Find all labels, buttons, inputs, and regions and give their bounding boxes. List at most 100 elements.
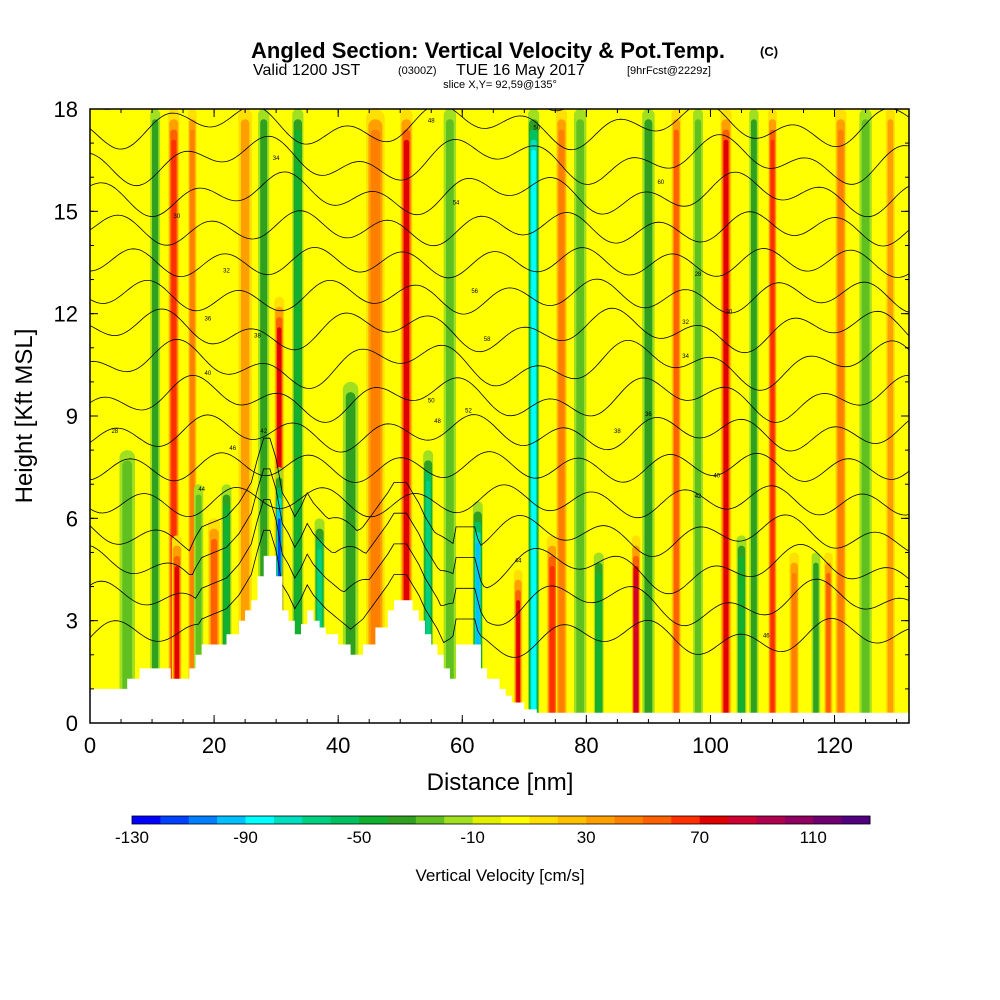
colorbar-segment bbox=[472, 816, 502, 824]
colorbar-tick-label: -90 bbox=[233, 828, 258, 847]
isentrope bbox=[90, 529, 909, 658]
y-tick-label: 9 bbox=[66, 404, 78, 429]
isentrope bbox=[90, 278, 909, 315]
velocity-band-layer bbox=[738, 555, 744, 723]
velocity-band bbox=[768, 109, 777, 723]
x-tick-label: 100 bbox=[692, 733, 729, 758]
velocity-band bbox=[736, 535, 747, 723]
velocity-band-layer bbox=[596, 572, 602, 723]
contour-label: 36 bbox=[645, 412, 652, 418]
subtitle-date: TUE 16 May 2017 bbox=[456, 62, 585, 79]
contour-label: 30 bbox=[726, 310, 733, 316]
colorbar-segment bbox=[614, 816, 644, 824]
x-axis-label: Distance [nm] bbox=[427, 769, 574, 796]
contour-label: 54 bbox=[453, 201, 460, 207]
contour-label: 36 bbox=[205, 316, 212, 322]
x-tick-label: 0 bbox=[84, 733, 96, 758]
velocity-band-layer bbox=[122, 460, 133, 723]
velocity-band bbox=[642, 109, 655, 723]
velocity-band bbox=[885, 109, 896, 723]
contour-label: 30 bbox=[174, 214, 181, 220]
contour-label: 46 bbox=[229, 446, 236, 452]
velocity-band-layer bbox=[887, 119, 894, 723]
contour-label: 40 bbox=[205, 371, 212, 377]
isentrope bbox=[90, 109, 909, 151]
velocity-band bbox=[513, 569, 523, 723]
isentrope bbox=[90, 0, 909, 11]
velocity-band-layer bbox=[549, 566, 555, 723]
colorbar-segment bbox=[557, 816, 587, 824]
colorbar: -130 -90 -50 -10 30 70 110 bbox=[115, 815, 871, 847]
velocity-band bbox=[835, 109, 847, 723]
velocity-band-layer bbox=[791, 572, 797, 723]
contour-label: 44 bbox=[515, 559, 522, 565]
velocity-band bbox=[593, 552, 604, 723]
contour-label: 34 bbox=[682, 354, 689, 360]
y-axis-label: Height [Kft MSL] bbox=[11, 329, 38, 504]
y-tick-label: 12 bbox=[54, 302, 78, 327]
velocity-band-layer bbox=[240, 119, 250, 723]
colorbar-segment bbox=[273, 816, 303, 824]
contour-label: 52 bbox=[465, 409, 472, 415]
velocity-band-layer bbox=[531, 149, 536, 723]
colorbar-segment bbox=[387, 816, 417, 824]
velocity-band bbox=[573, 109, 587, 723]
contour-label: 50 bbox=[533, 125, 540, 131]
velocity-band bbox=[811, 552, 821, 723]
isentrope-lines bbox=[90, 0, 909, 658]
velocity-band bbox=[720, 109, 732, 723]
velocity-band-layer bbox=[345, 392, 356, 723]
contour-label: 28 bbox=[695, 272, 702, 278]
contour-label: 42 bbox=[695, 494, 702, 500]
contour-label: 58 bbox=[484, 337, 491, 343]
contour-label: 56 bbox=[471, 289, 478, 295]
velocity-band bbox=[859, 109, 872, 723]
velocity-band-layer bbox=[770, 139, 775, 723]
contour-label: 28 bbox=[111, 429, 118, 435]
x-tick-label: 80 bbox=[574, 733, 598, 758]
velocity-band bbox=[789, 552, 800, 723]
velocity-band-layer bbox=[558, 129, 565, 723]
contour-label: 38 bbox=[254, 334, 261, 340]
velocity-band bbox=[749, 109, 759, 723]
contour-label: 40 bbox=[713, 473, 720, 479]
contour-label: 34 bbox=[273, 156, 280, 162]
isentrope bbox=[90, 307, 909, 354]
y-tick-label: 6 bbox=[66, 506, 78, 531]
colorbar-segment bbox=[529, 816, 559, 824]
colorbar-segment bbox=[586, 816, 616, 824]
velocity-band bbox=[443, 109, 457, 723]
subtitle-z: (0300Z) bbox=[398, 65, 437, 77]
isentrope bbox=[90, 451, 909, 483]
velocity-band-layer bbox=[694, 119, 702, 723]
velocity-band-layer bbox=[295, 129, 301, 723]
colorbar-segment bbox=[728, 816, 757, 824]
velocity-band bbox=[150, 109, 161, 723]
colorbar-segment bbox=[756, 816, 786, 824]
colorbar-segment bbox=[188, 816, 218, 824]
colorbar-segment bbox=[415, 816, 445, 824]
colorbar-segment bbox=[359, 816, 388, 824]
contour-label: 32 bbox=[223, 269, 230, 275]
isentrope bbox=[90, 247, 909, 279]
contour-label: 46 bbox=[763, 634, 770, 640]
colorbar-segment bbox=[642, 816, 672, 824]
terrain bbox=[90, 555, 909, 723]
x-tick-label: 120 bbox=[816, 733, 853, 758]
velocity-band bbox=[238, 109, 252, 723]
x-tick-label: 20 bbox=[202, 733, 226, 758]
colorbar-tick-label: -130 bbox=[115, 828, 149, 847]
colorbar-segment bbox=[302, 816, 332, 824]
x-tick-label: 60 bbox=[450, 733, 474, 758]
velocity-band bbox=[119, 450, 135, 723]
colorbar-segment bbox=[841, 816, 871, 824]
velocity-band bbox=[528, 109, 540, 723]
colorbar-segment bbox=[160, 816, 190, 824]
colorbar-segment bbox=[444, 816, 474, 824]
colorbar-segment bbox=[784, 816, 814, 824]
isentrope bbox=[90, 7, 909, 40]
colorbar-segment bbox=[245, 816, 275, 824]
velocity-band-layer bbox=[445, 119, 454, 723]
